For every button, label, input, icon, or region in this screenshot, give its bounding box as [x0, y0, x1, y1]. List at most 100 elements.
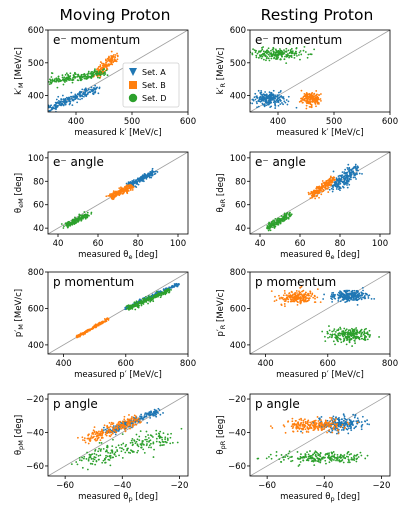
- data-point: [353, 334, 356, 337]
- data-point: [269, 229, 272, 232]
- data-point: [342, 413, 345, 416]
- data-point: [311, 97, 314, 99]
- data-point: [245, 50, 247, 52]
- data-point: [329, 175, 332, 178]
- data-point: [272, 223, 274, 225]
- series-setd: [125, 288, 172, 311]
- data-point: [339, 189, 341, 192]
- data-point: [112, 61, 115, 64]
- data-point: [304, 293, 307, 296]
- y-tick-label: 100: [230, 154, 246, 164]
- data-point: [95, 431, 98, 433]
- data-point: [99, 454, 102, 457]
- data-point: [353, 339, 356, 342]
- data-point: [359, 294, 361, 296]
- data-point: [60, 223, 63, 225]
- data-point: [112, 429, 115, 432]
- data-point: [109, 425, 112, 428]
- data-point: [149, 171, 152, 174]
- data-point: [145, 444, 148, 447]
- data-point: [281, 217, 284, 220]
- data-point: [332, 415, 335, 418]
- data-point: [329, 423, 332, 425]
- data-point: [76, 93, 79, 95]
- data-point: [89, 462, 92, 465]
- data-point: [91, 436, 94, 439]
- data-point: [284, 305, 286, 308]
- data-point: [364, 420, 366, 423]
- data-point: [75, 461, 78, 463]
- data-point: [273, 220, 276, 223]
- data-point: [300, 419, 303, 421]
- data-point: [313, 428, 316, 431]
- data-point: [134, 423, 137, 425]
- data-point: [282, 424, 285, 426]
- data-point: [345, 328, 348, 331]
- data-point: [94, 90, 97, 92]
- data-point: [260, 49, 263, 52]
- data-point: [93, 456, 96, 458]
- data-point: [109, 193, 111, 196]
- data-point: [83, 439, 86, 442]
- data-point: [116, 423, 119, 426]
- data-point: [349, 338, 352, 341]
- data-point: [93, 87, 96, 90]
- data-point: [106, 455, 109, 458]
- data-point: [266, 55, 268, 58]
- data-point: [138, 419, 141, 422]
- data-point: [144, 438, 147, 441]
- data-point: [302, 419, 305, 422]
- data-point: [86, 451, 88, 454]
- series-setd: [60, 211, 93, 229]
- data-point: [331, 333, 334, 336]
- data-point: [322, 425, 325, 428]
- data-point: [103, 68, 106, 70]
- data-point: [338, 186, 341, 189]
- data-point: [321, 184, 324, 187]
- data-point: [99, 64, 102, 66]
- data-point: [135, 180, 138, 183]
- data-point: [155, 429, 158, 432]
- data-point: [288, 450, 291, 453]
- data-point: [106, 67, 108, 70]
- data-point: [298, 463, 301, 466]
- data-point: [279, 89, 282, 92]
- x-tick-label: 40: [53, 239, 64, 249]
- data-point: [155, 412, 158, 414]
- data-point: [291, 420, 294, 423]
- data-point: [144, 298, 146, 301]
- axes-frame: [47, 29, 189, 113]
- data-point: [270, 49, 272, 52]
- data-point: [72, 76, 75, 79]
- data-point: [317, 429, 320, 431]
- data-point: [347, 168, 349, 171]
- data-point: [304, 94, 307, 96]
- data-point: [76, 101, 79, 104]
- data-point: [337, 459, 339, 462]
- data-point: [129, 452, 132, 454]
- data-point: [368, 336, 371, 338]
- data-point: [112, 192, 115, 195]
- data-point: [366, 338, 369, 341]
- data-point: [72, 74, 75, 77]
- x-axis-label: measured θe [deg]: [280, 250, 360, 261]
- data-point: [97, 450, 100, 453]
- data-point: [279, 58, 282, 60]
- data-point: [302, 421, 305, 424]
- data-point: [347, 427, 350, 430]
- data-point: [344, 331, 347, 334]
- data-point: [96, 323, 99, 326]
- data-point: [119, 193, 122, 195]
- data-point: [141, 440, 144, 442]
- data-point: [92, 458, 95, 460]
- data-point: [268, 222, 271, 225]
- data-point: [269, 95, 271, 98]
- data-point: [259, 98, 262, 101]
- x-tick-label: 400: [270, 117, 286, 127]
- data-point: [49, 106, 51, 109]
- data-point: [304, 418, 306, 421]
- y-axis-label: k′R [MeV/c]: [216, 48, 227, 95]
- data-point: [156, 171, 159, 173]
